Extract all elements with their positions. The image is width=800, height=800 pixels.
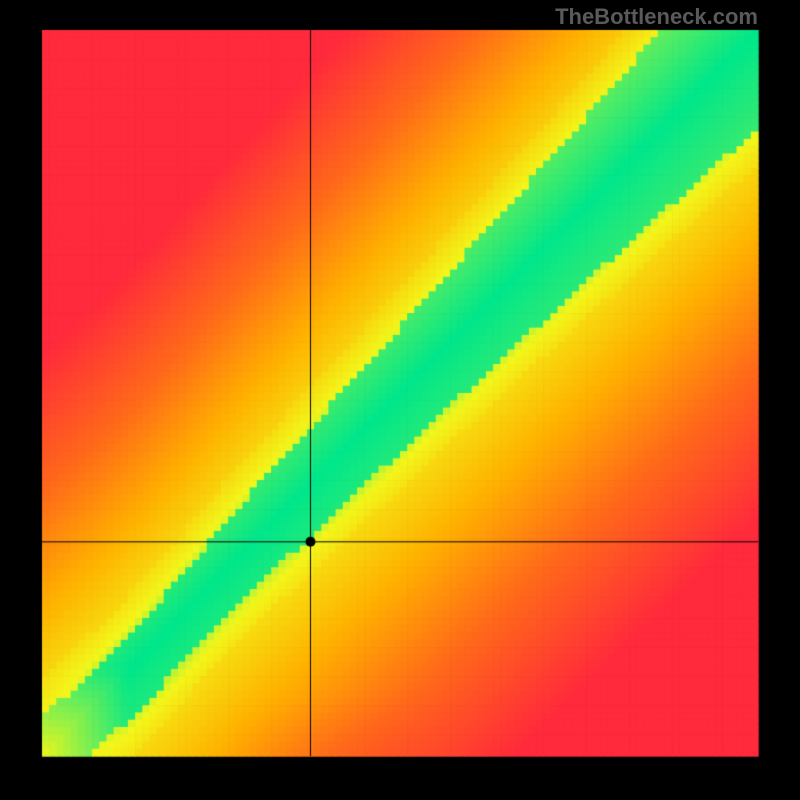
chart-container: TheBottleneck.com [0,0,800,800]
bottleneck-heatmap [0,0,800,800]
